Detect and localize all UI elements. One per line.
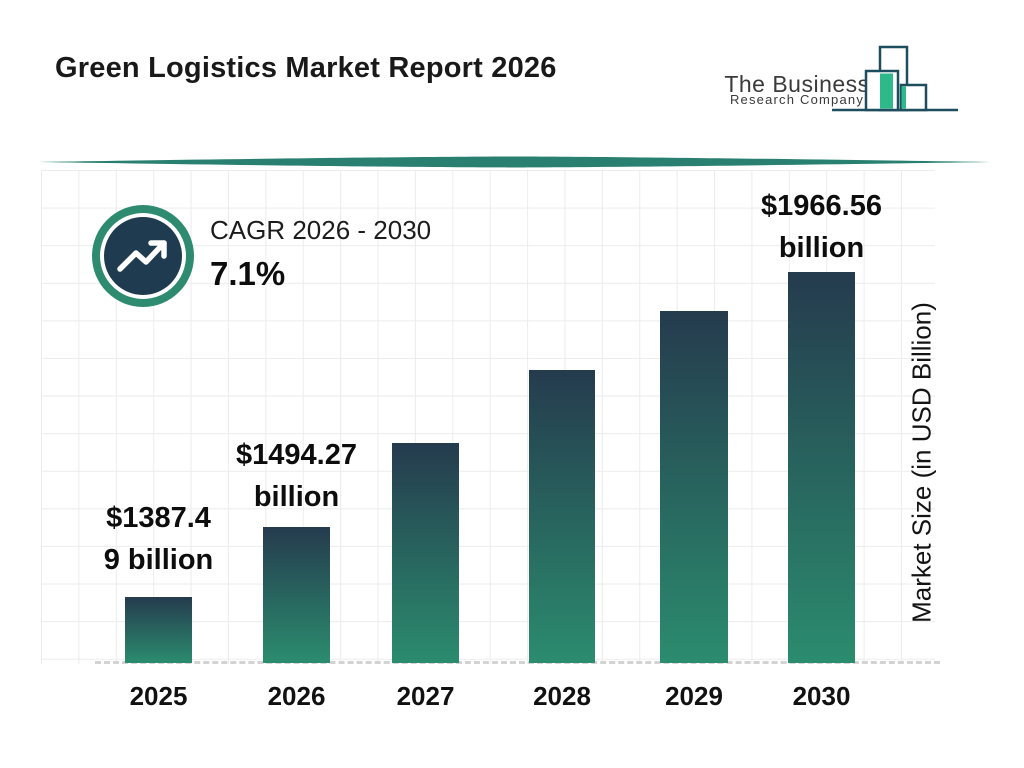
cagr-badge bbox=[104, 217, 182, 295]
x-axis-tick-2030: 2030 bbox=[792, 681, 851, 711]
cagr-value: 7.1% bbox=[210, 255, 286, 292]
bar-2025 bbox=[125, 597, 192, 663]
x-axis-tick-2026: 2026 bbox=[267, 681, 326, 711]
bar-2026 bbox=[263, 527, 330, 663]
bar-chart-logo-icon bbox=[832, 45, 958, 112]
bar-2029 bbox=[660, 311, 728, 663]
x-axis-tick-2025: 2025 bbox=[129, 681, 188, 711]
bar-value-label-2026: $1494.27 billion bbox=[236, 439, 357, 513]
x-axis-tick-2029: 2029 bbox=[665, 681, 723, 711]
logo-company-name: The Business bbox=[724, 71, 870, 97]
bar-value-label-2025: $1387.4 9 billion bbox=[103, 502, 214, 576]
bar-value-label-2030: $1966.56 billion bbox=[761, 190, 882, 264]
cagr-text-block: CAGR 2026 - 2030 7.1% bbox=[210, 215, 431, 293]
x-axis-tick-2028: 2028 bbox=[533, 681, 591, 711]
bar-2028 bbox=[529, 370, 595, 663]
bar-2030 bbox=[788, 272, 855, 663]
trend-up-icon bbox=[117, 240, 167, 272]
page-title: Green Logistics Market Report 2026 bbox=[55, 52, 557, 84]
bar-2027 bbox=[392, 443, 459, 663]
logo-company-subtitle: Research Company bbox=[729, 92, 865, 107]
y-axis-label: Market Size (in USD Billion) bbox=[906, 302, 937, 623]
x-axis-baseline bbox=[95, 661, 940, 664]
chart-gridlines bbox=[41, 170, 935, 664]
x-axis-tick-2027: 2027 bbox=[396, 681, 455, 711]
cagr-label: CAGR 2026 - 2030 bbox=[210, 215, 432, 245]
header-separator bbox=[38, 156, 990, 168]
